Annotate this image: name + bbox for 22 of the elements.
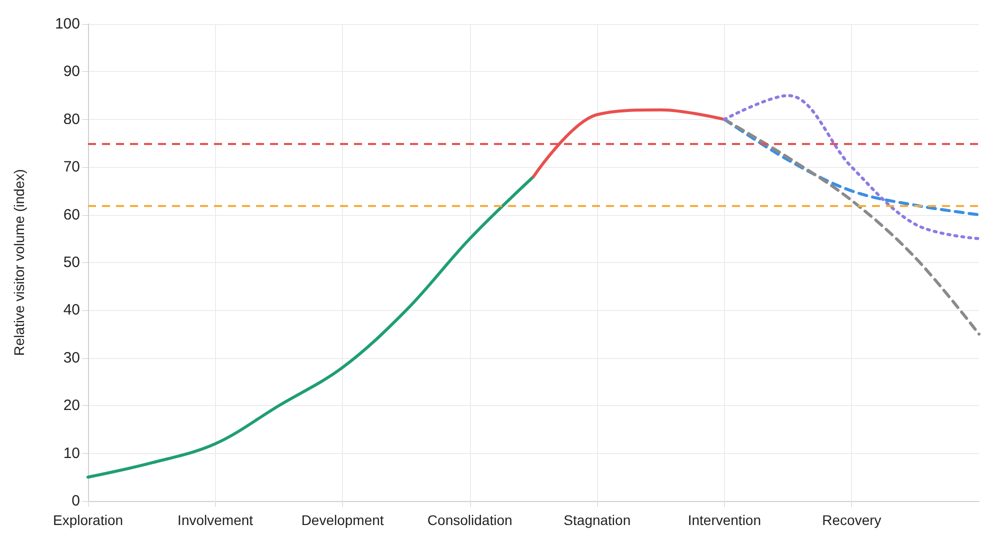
y-tick-label: 20 (63, 397, 80, 414)
y-tick-label: 50 (63, 254, 80, 271)
line-series (722, 118, 980, 336)
line-series (86, 175, 535, 479)
y-tick-label: 100 (54, 16, 80, 32)
line-series (722, 94, 980, 240)
y-tick-label: 60 (63, 206, 80, 224)
y-tick-label: 10 (63, 444, 80, 462)
y-tick-label: 30 (63, 349, 80, 366)
x-tick-label: Intervention (688, 512, 762, 528)
y-tick-label: 0 (72, 492, 80, 510)
y-tick-label: 40 (63, 302, 80, 319)
x-tick-label: Stagnation (564, 512, 631, 528)
y-axis-title: Relative visitor volume (index) (11, 169, 27, 356)
x-tick-label: Recovery (822, 512, 882, 528)
y-tick-label: 80 (63, 110, 80, 128)
y-tick-label: 90 (63, 63, 80, 80)
x-tick-label: Consolidation (427, 512, 512, 528)
y-tick-label: 70 (63, 158, 80, 176)
x-tick-label: Involvement (178, 512, 254, 528)
x-tick-label: Development (301, 512, 384, 528)
x-tick-label: Exploration (52, 512, 124, 528)
